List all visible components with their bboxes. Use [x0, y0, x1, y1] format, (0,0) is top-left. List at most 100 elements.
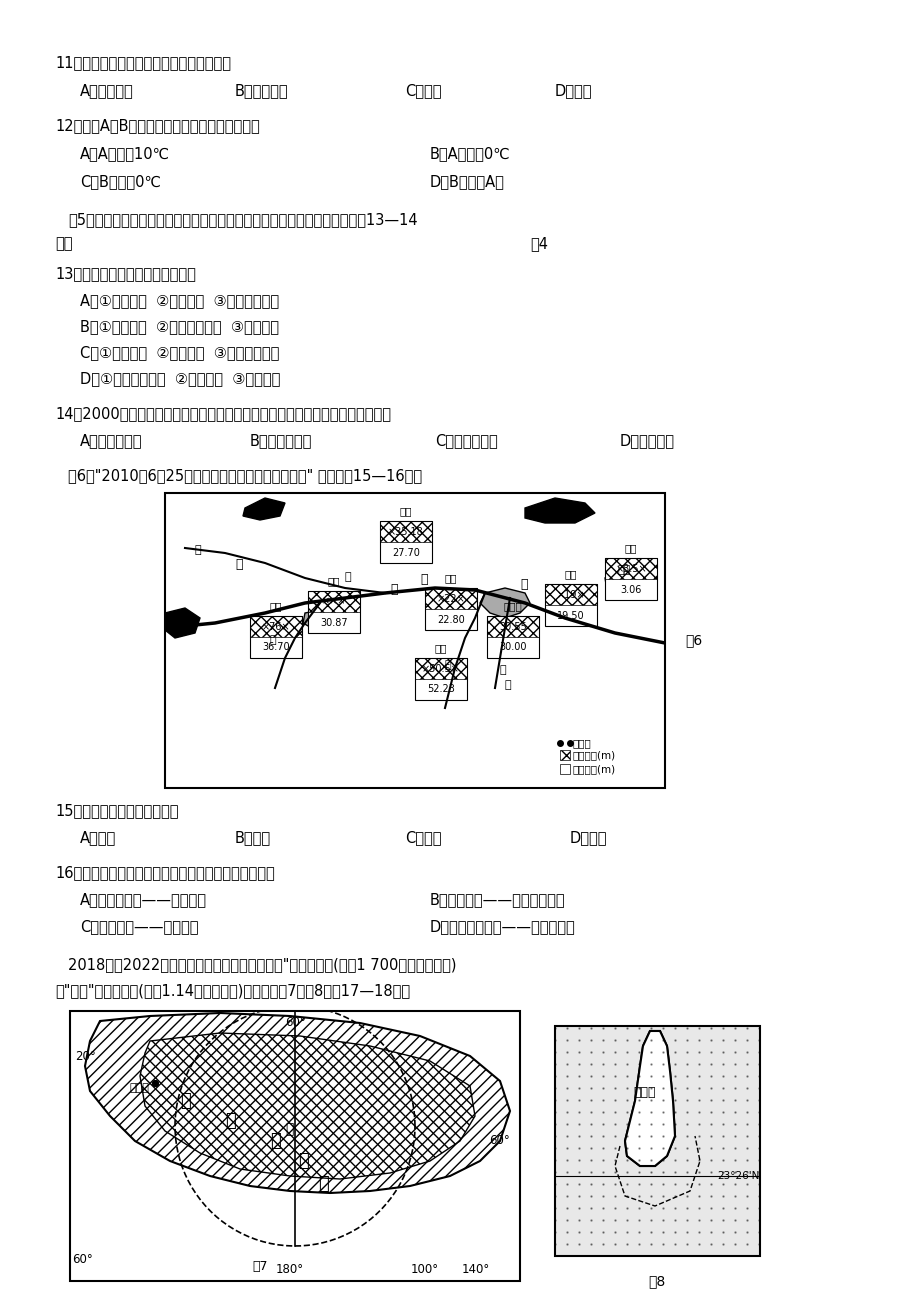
Text: 圈: 圈 [285, 1122, 293, 1137]
Text: ×50.5×: ×50.5× [422, 664, 460, 673]
Bar [486, 616, 539, 637]
Text: 河: 河 [505, 680, 511, 690]
Text: 60°: 60° [284, 1016, 305, 1029]
Text: ×76×: ×76× [261, 621, 290, 631]
Text: A．环境决定论: A．环境决定论 [80, 434, 142, 448]
Text: D．B地小于A地: D．B地小于A地 [429, 174, 505, 189]
Text: 140°: 140° [461, 1263, 490, 1276]
Bar [560, 764, 570, 773]
Text: 和"袖珍"小国卡塔尔(面积1.14万平方千米)举办。读图7、图8完成17—18题。: 和"袖珍"小国卡塔尔(面积1.14万平方千米)举办。读图7、图8完成17—18题… [55, 983, 410, 999]
Text: B．大气环流: B．大气环流 [234, 83, 289, 98]
Polygon shape [525, 497, 595, 523]
Text: 14．2000年以前人口、资源和环境污染发展的趋势，主要体现的人地关系思想是: 14．2000年以前人口、资源和环境污染发展的趋势，主要体现的人地关系思想是 [55, 406, 391, 421]
Bar [605, 559, 656, 579]
Text: ×19×: ×19× [556, 590, 584, 599]
Bar [605, 559, 656, 600]
Bar [554, 1026, 759, 1256]
Text: 30.55: 30.55 [499, 621, 527, 631]
Text: 太湖: 太湖 [624, 543, 637, 553]
Text: 斯: 斯 [318, 1174, 328, 1193]
Text: ×35.18: ×35.18 [388, 526, 424, 536]
Text: C．都昌: C．都昌 [404, 829, 441, 845]
Text: A．太阳辐射: A．太阳辐射 [80, 83, 133, 98]
Text: 太湖: 太湖 [618, 565, 630, 575]
Text: 北: 北 [225, 1112, 235, 1130]
Text: C．人地伙伴论: C．人地伙伴论 [435, 434, 497, 448]
Text: 水: 水 [345, 572, 351, 582]
Text: 36.70: 36.70 [262, 642, 289, 652]
Polygon shape [624, 1031, 675, 1167]
Bar [308, 591, 359, 612]
Text: 李家渡: 李家渡 [503, 602, 522, 611]
Polygon shape [624, 1031, 675, 1167]
Text: 图4: 图4 [529, 236, 548, 251]
Text: D．仙桃: D．仙桃 [570, 829, 607, 845]
Text: 图5中的曲线表示世界人口、资源、环境污染总量随时间变化规律，读图完成13—14: 图5中的曲线表示世界人口、资源、环境污染总量随时间变化规律，读图完成13—14 [68, 212, 417, 227]
Text: 52.23: 52.23 [426, 685, 454, 694]
Text: 吉安: 吉安 [435, 643, 447, 654]
Text: D．天人合一: D．天人合一 [619, 434, 675, 448]
Text: C．B地小于0℃: C．B地小于0℃ [80, 174, 161, 189]
Text: 15．防汛任务最艰巨的地点是: 15．防汛任务最艰巨的地点是 [55, 803, 178, 818]
Text: 罗: 罗 [298, 1152, 309, 1170]
Polygon shape [480, 589, 529, 618]
Text: B．人类中心论: B．人类中心论 [250, 434, 312, 448]
Bar [250, 616, 301, 637]
Text: 南昌: 南昌 [444, 573, 457, 583]
Text: ×22×: ×22× [437, 594, 465, 604]
Bar [414, 658, 467, 700]
Text: B．地势低平——开挖入海河道: B．地势低平——开挖入海河道 [429, 892, 565, 907]
Text: 100°: 100° [411, 1263, 438, 1276]
Text: ×3.5×: ×3.5× [615, 564, 646, 573]
Polygon shape [165, 608, 199, 638]
Text: A．全年降水多——修建水库: A．全年降水多——修建水库 [80, 892, 207, 907]
Text: B．A地小于0℃: B．A地小于0℃ [429, 146, 510, 161]
Text: 60°: 60° [489, 1134, 509, 1147]
Text: 岳阳: 岳阳 [327, 575, 340, 586]
Text: 30.00: 30.00 [499, 642, 527, 652]
Text: 30.87: 30.87 [320, 617, 347, 628]
Text: D．洋流: D．洋流 [554, 83, 592, 98]
Text: 22.80: 22.80 [437, 615, 464, 625]
Text: 乙: 乙 [390, 583, 397, 596]
Text: 仙桃: 仙桃 [400, 506, 412, 516]
Bar [486, 616, 539, 658]
Polygon shape [302, 608, 346, 630]
Text: 2018年与2022年的世界杯足球赛将分别在航母"大国俄罗斯(面积1 700多万平方千米): 2018年与2022年的世界杯足球赛将分别在航母"大国俄罗斯(面积1 700多万… [68, 957, 456, 973]
Text: ×××: ××× [322, 596, 346, 607]
Text: 20°: 20° [75, 1049, 96, 1062]
Text: B．长沙: B．长沙 [234, 829, 271, 845]
Text: 图6为"2010年6月25日长江流域主要汛区水情示意图" 读图完成15—16题。: 图6为"2010年6月25日长江流域主要汛区水情示意图" 读图完成15—16题。 [68, 467, 422, 483]
Text: B．①人口曲线  ②环境污染曲线  ③资源曲线: B．①人口曲线 ②环境污染曲线 ③资源曲线 [80, 319, 278, 335]
Text: 23°26'N: 23°26'N [716, 1170, 758, 1181]
Text: 抚: 抚 [499, 665, 506, 674]
Text: C．围湖造田——退耕还湖: C．围湖造田——退耕还湖 [80, 919, 199, 934]
Text: 水位站: 水位站 [573, 738, 591, 749]
Bar [380, 521, 432, 562]
Text: 卡塔尔: 卡塔尔 [632, 1086, 655, 1099]
Text: 图6: 图6 [685, 633, 701, 647]
Text: 图7: 图7 [252, 1260, 267, 1273]
Bar [70, 1010, 519, 1281]
Text: 都昌: 都昌 [564, 569, 576, 579]
Text: A．吉安: A．吉安 [80, 829, 116, 845]
Text: C．地形: C．地形 [404, 83, 441, 98]
Text: C．①资源曲线  ②人口曲线  ③环境污染曲线: C．①资源曲线 ②人口曲线 ③环境污染曲线 [80, 345, 279, 359]
Text: 27.70: 27.70 [391, 548, 419, 557]
Text: 莫斯科: 莫斯科 [130, 1083, 150, 1092]
Text: 13．对三条曲线的判断，正确的是: 13．对三条曲线的判断，正确的是 [55, 266, 196, 281]
Text: 甲: 甲 [519, 578, 527, 591]
Bar [250, 616, 301, 658]
Text: 俄: 俄 [180, 1092, 190, 1111]
Text: A．①人口曲线  ②资源曲线  ③环境污染曲线: A．①人口曲线 ②资源曲线 ③环境污染曲线 [80, 293, 278, 309]
Bar [425, 589, 476, 609]
Text: 题。: 题。 [55, 236, 73, 251]
Text: 警戒水位(m): 警戒水位(m) [573, 750, 616, 760]
Bar [308, 591, 359, 633]
Bar [414, 658, 467, 680]
Text: 江: 江 [420, 573, 427, 586]
Text: 赣: 赣 [445, 660, 451, 671]
Polygon shape [605, 573, 640, 595]
Bar [165, 493, 664, 788]
Text: 长: 长 [234, 559, 243, 572]
